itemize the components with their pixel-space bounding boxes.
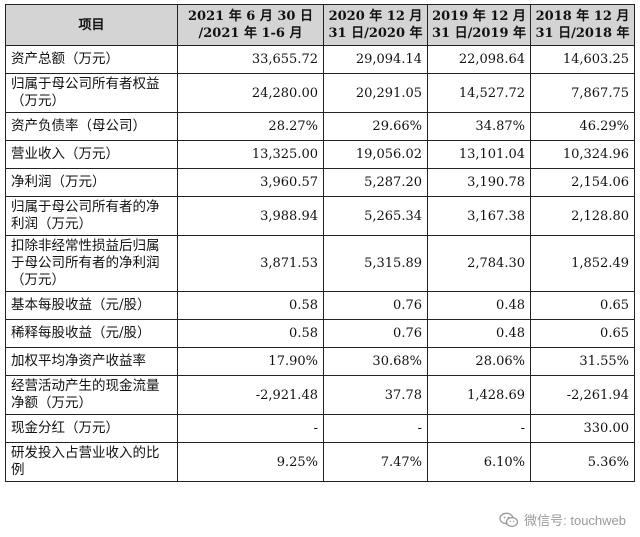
row-label: 加权平均净资产收益率 <box>5 347 178 376</box>
cell-value: - <box>427 414 531 443</box>
cell-value: 13,101.04 <box>427 140 531 169</box>
cell-value: 5,287.20 <box>323 168 428 197</box>
cell-value: 7.47% <box>323 442 428 482</box>
cell-value: 29.66% <box>323 112 428 141</box>
table-row: 净利润（万元） 3,960.57 5,287.20 3,190.78 2,154… <box>5 168 635 197</box>
table-row: 加权平均净资产收益率 17.90% 30.68% 28.06% 31.55% <box>5 347 635 376</box>
cell-value: 3,167.38 <box>427 196 531 236</box>
table-row: 资产负债率（母公司） 28.27% 29.66% 34.87% 46.29% <box>5 112 635 141</box>
cell-value: 19,056.02 <box>323 140 428 169</box>
cell-value: 0.48 <box>427 319 531 348</box>
cell-value: 30.68% <box>323 347 428 376</box>
row-label: 研发投入占营业收入的比例 <box>5 442 178 482</box>
cell-value: 37.78 <box>323 375 428 415</box>
cell-value: 31.55% <box>530 347 635 376</box>
cell-value: 0.58 <box>177 319 324 348</box>
row-label: 稀释每股收益（元/股） <box>5 319 178 348</box>
row-label: 现金分红（万元） <box>5 414 178 443</box>
financial-data-table: 项目 2021 年 6 月 30 日/2021 年 1-6 月 2020 年 1… <box>5 4 635 482</box>
cell-value: 2,154.06 <box>530 168 635 197</box>
cell-value: 29,094.14 <box>323 45 428 74</box>
cell-value: 46.29% <box>530 112 635 141</box>
cell-value: - <box>177 414 324 443</box>
cell-value: 330.00 <box>530 414 635 443</box>
cell-value: 24,280.00 <box>177 73 324 113</box>
cell-value: 0.65 <box>530 319 635 348</box>
cell-value: 9.25% <box>177 442 324 482</box>
table-row: 归属于母公司所有者的净利润（万元） 3,988.94 5,265.34 3,16… <box>5 196 635 236</box>
cell-value: -2,261.94 <box>530 375 635 415</box>
row-label: 资产负债率（母公司） <box>5 112 178 141</box>
table-row: 资产总额（万元） 33,655.72 29,094.14 22,098.64 1… <box>5 45 635 74</box>
wechat-icon <box>499 512 519 528</box>
table-row: 稀释每股收益（元/股） 0.58 0.76 0.48 0.65 <box>5 319 635 348</box>
cell-value: 14,527.72 <box>427 73 531 113</box>
cell-value: -2,921.48 <box>177 375 324 415</box>
table-row: 基本每股收益（元/股） 0.58 0.76 0.48 0.65 <box>5 291 635 320</box>
table-row: 研发投入占营业收入的比例 9.25% 7.47% 6.10% 5.36% <box>5 442 635 482</box>
cell-value: 33,655.72 <box>177 45 324 74</box>
header-2021-h1: 2021 年 6 月 30 日/2021 年 1-6 月 <box>177 4 324 46</box>
cell-value: 3,988.94 <box>177 196 324 236</box>
header-2020: 2020 年 12 月 31 日/2020 年 <box>323 4 428 46</box>
row-label: 营业收入（万元） <box>5 140 178 169</box>
cell-value: 5.36% <box>530 442 635 482</box>
header-2019: 2019 年 12 月 31 日/2019 年 <box>427 4 531 46</box>
cell-value: 0.58 <box>177 291 324 320</box>
table-row: 现金分红（万元） - - - 330.00 <box>5 414 635 443</box>
watermark-text: 微信号: touchweb <box>524 513 626 528</box>
cell-value: 7,867.75 <box>530 73 635 113</box>
cell-value: - <box>323 414 428 443</box>
cell-value: 0.48 <box>427 291 531 320</box>
cell-value: 5,265.34 <box>323 196 428 236</box>
cell-value: 6.10% <box>427 442 531 482</box>
header-item: 项目 <box>5 4 178 46</box>
cell-value: 0.76 <box>323 319 428 348</box>
cell-value: 17.90% <box>177 347 324 376</box>
cell-value: 28.27% <box>177 112 324 141</box>
row-label: 归属于母公司所有者的净利润（万元） <box>5 196 178 236</box>
cell-value: 0.76 <box>323 291 428 320</box>
cell-value: 3,190.78 <box>427 168 531 197</box>
cell-value: 1,852.49 <box>530 235 635 292</box>
cell-value: 5,315.89 <box>323 235 428 292</box>
header-2018: 2018 年 12 月 31 日/2018 年 <box>530 4 635 46</box>
cell-value: 0.65 <box>530 291 635 320</box>
row-label: 基本每股收益（元/股） <box>5 291 178 320</box>
cell-value: 22,098.64 <box>427 45 531 74</box>
table-row: 扣除非经常性损益后归属于母公司所有者的净利润（万元） 3,871.53 5,31… <box>5 235 635 292</box>
cell-value: 10,324.96 <box>530 140 635 169</box>
cell-value: 13,325.00 <box>177 140 324 169</box>
row-label: 扣除非经常性损益后归属于母公司所有者的净利润（万元） <box>5 235 178 292</box>
cell-value: 28.06% <box>427 347 531 376</box>
row-label: 归属于母公司所有者权益（万元） <box>5 73 178 113</box>
row-label: 资产总额（万元） <box>5 45 178 74</box>
cell-value: 14,603.25 <box>530 45 635 74</box>
cell-value: 2,128.80 <box>530 196 635 236</box>
cell-value: 2,784.30 <box>427 235 531 292</box>
wechat-watermark: 微信号: touchweb <box>499 510 626 529</box>
cell-value: 34.87% <box>427 112 531 141</box>
cell-value: 3,960.57 <box>177 168 324 197</box>
table-row: 归属于母公司所有者权益（万元） 24,280.00 20,291.05 14,5… <box>5 73 635 113</box>
cell-value: 3,871.53 <box>177 235 324 292</box>
table-header-row: 项目 2021 年 6 月 30 日/2021 年 1-6 月 2020 年 1… <box>5 4 635 46</box>
cell-value: 1,428.69 <box>427 375 531 415</box>
table-row: 营业收入（万元） 13,325.00 19,056.02 13,101.04 1… <box>5 140 635 169</box>
row-label: 净利润（万元） <box>5 168 178 197</box>
table-row: 经营活动产生的现金流量净额（万元） -2,921.48 37.78 1,428.… <box>5 375 635 415</box>
row-label: 经营活动产生的现金流量净额（万元） <box>5 375 178 415</box>
cell-value: 20,291.05 <box>323 73 428 113</box>
